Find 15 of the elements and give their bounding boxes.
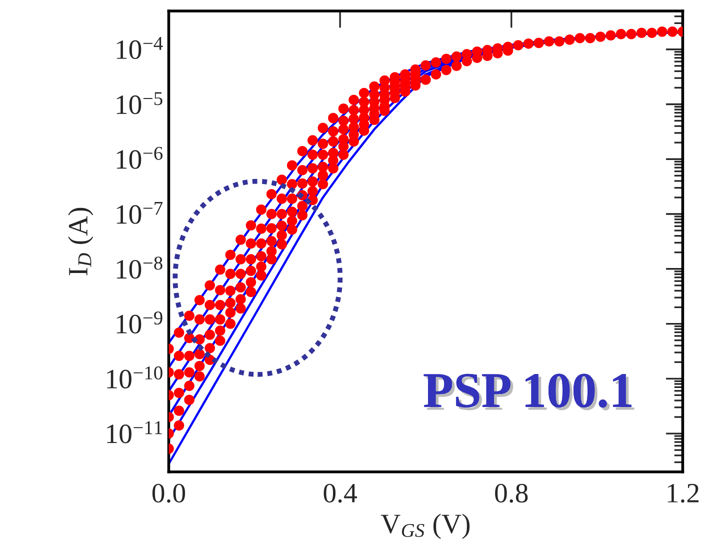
- x-tick-label: 0.0: [152, 484, 186, 503]
- y-tick-label: 10$^{−8}$: [116, 256, 162, 279]
- y-tick-label: 10$^{−7}$: [116, 202, 163, 224]
- x-tick-label: 0.8: [495, 484, 528, 503]
- y-tick-label: 10$^{−4}$: [116, 37, 163, 60]
- y-tick-label: 10$^{−10}$: [107, 366, 162, 388]
- x-axis-title: V$_{GS}$ (V): [380, 514, 470, 539]
- y-axis-title: I$_{D}$ (A): [68, 208, 94, 276]
- y-tick-label: 10$^{−11}$: [107, 421, 162, 444]
- y-tick-label: 10$^{−9}$: [116, 311, 162, 334]
- y-tick-label: 10$^{−5}$: [116, 92, 162, 114]
- x-tick-label: 1.2: [668, 484, 699, 503]
- x-tick-label: 0.4: [324, 484, 357, 503]
- annotation: PSP 100.1: [424, 374, 634, 410]
- y-tick-label: 10$^{−6}$: [116, 146, 163, 169]
